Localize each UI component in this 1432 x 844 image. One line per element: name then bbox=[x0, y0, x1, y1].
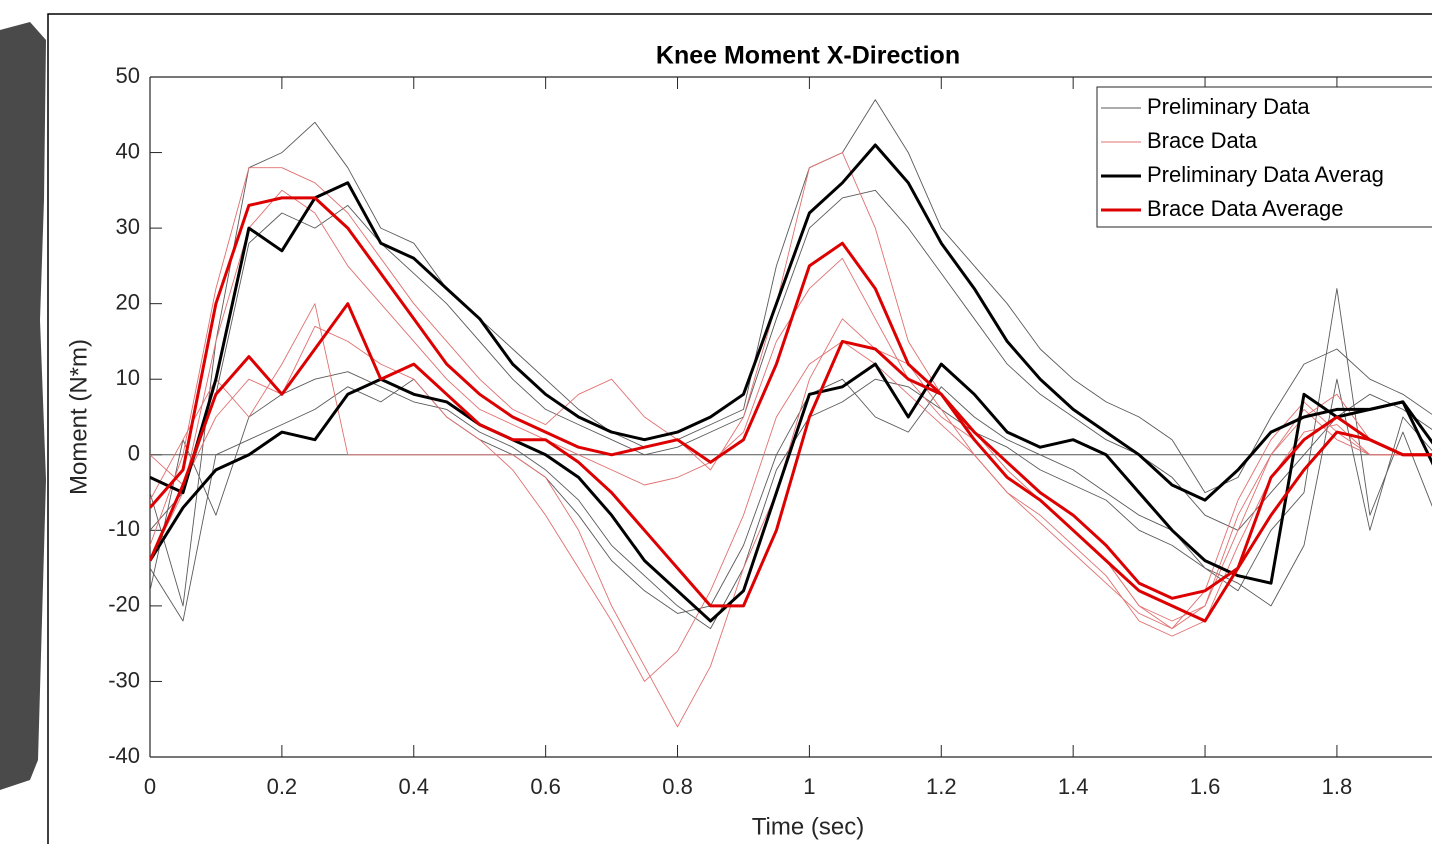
legend-label: Preliminary Data Averag bbox=[1147, 162, 1384, 187]
plot-lines bbox=[150, 99, 1432, 728]
y-tick-label: 50 bbox=[116, 63, 140, 88]
y-tick-label: 30 bbox=[116, 214, 140, 239]
y-tick-label: 10 bbox=[116, 365, 140, 390]
x-tick-label: 1.8 bbox=[1322, 774, 1353, 799]
series-line bbox=[150, 362, 1432, 623]
y-tick-label: 20 bbox=[116, 289, 140, 314]
series-line bbox=[150, 303, 1432, 728]
chart-title: Knee Moment X-Direction bbox=[656, 42, 960, 70]
series-line bbox=[150, 143, 1432, 502]
y-tick-label: 0 bbox=[128, 441, 140, 466]
x-tick-label: 0.8 bbox=[662, 774, 693, 799]
x-axis-label: Time (sec) bbox=[752, 813, 864, 840]
legend-label: Brace Data bbox=[1147, 128, 1258, 153]
legend-box bbox=[1096, 86, 1432, 228]
x-tick-label: 1 bbox=[803, 774, 815, 799]
x-tick-label: 0.2 bbox=[267, 774, 298, 799]
x-tick-label: 1.6 bbox=[1190, 774, 1221, 799]
x-tick-label: 1.4 bbox=[1058, 774, 1089, 799]
x-tick-label: 0.6 bbox=[530, 774, 561, 799]
legend-label: Brace Data Average bbox=[1147, 196, 1344, 221]
series-line bbox=[150, 189, 1432, 531]
y-tick-label: -30 bbox=[108, 667, 140, 692]
y-tick-label: 40 bbox=[116, 138, 140, 163]
y-tick-label: -40 bbox=[108, 743, 140, 768]
x-tick-label: 0 bbox=[144, 774, 156, 799]
legend-label: Preliminary Data bbox=[1147, 94, 1310, 119]
y-tick-label: -20 bbox=[108, 592, 140, 617]
legend: Preliminary Data Brace Data Preliminary Da… bbox=[1096, 86, 1432, 228]
series-line bbox=[150, 325, 1432, 682]
y-tick-label: -10 bbox=[108, 516, 140, 541]
x-tick-label: 0.4 bbox=[398, 774, 429, 799]
y-axis-label: Moment (N*m) bbox=[65, 339, 92, 495]
series-line bbox=[150, 196, 1432, 600]
side-object bbox=[0, 22, 46, 790]
x-tick-label: 1.2 bbox=[926, 774, 957, 799]
series-line bbox=[150, 302, 1432, 623]
axes: -40 -30 -20 -10 0 10 20 30 40 50 0 0.2 0.4 0.6 0.8 1 1.2… bbox=[108, 63, 1432, 799]
series-line bbox=[150, 378, 1432, 622]
